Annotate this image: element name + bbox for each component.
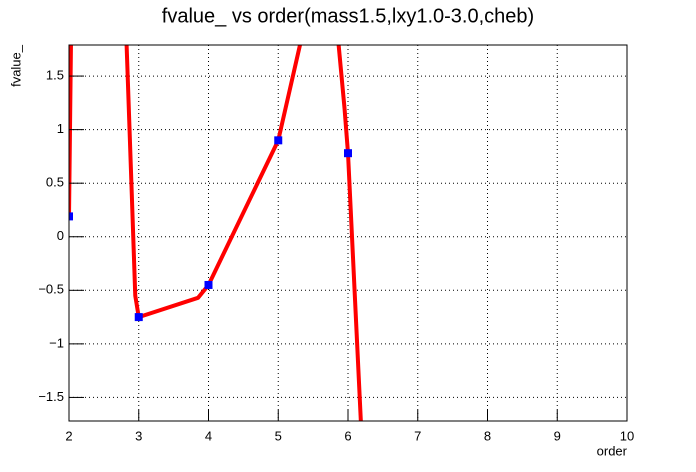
data-point: [204, 280, 213, 289]
data-point: [344, 149, 352, 158]
x-tick-label: 5: [275, 428, 282, 443]
x-tick-label: 4: [205, 428, 212, 443]
x-tick-label: 8: [484, 428, 491, 443]
x-axis-label: order: [597, 443, 628, 458]
y-tick-label: −1: [49, 335, 64, 350]
y-tick-label: −0.5: [38, 282, 64, 297]
x-tick-label: 3: [135, 428, 142, 443]
x-tick-label: 7: [414, 428, 421, 443]
x-tick-label: 2: [65, 428, 72, 443]
data-point: [134, 313, 143, 322]
x-tick-label: 9: [554, 428, 561, 443]
y-tick-label: 1: [57, 121, 64, 136]
x-tick-label: 10: [620, 428, 634, 443]
data-point: [274, 136, 283, 145]
y-tick-label: −1.5: [38, 389, 64, 404]
data-point: [69, 212, 73, 221]
y-tick-label: 0.5: [46, 175, 64, 190]
x-tick-label: 6: [344, 428, 351, 443]
y-tick-label: 1.5: [46, 68, 64, 83]
y-axis-label: fvalue_: [8, 44, 23, 87]
plot-area: [69, 45, 363, 421]
y-tick-label: 0: [57, 228, 64, 243]
chart-title: fvalue_ vs order(mass1.5,lxy1.0-3.0,cheb…: [162, 5, 534, 27]
